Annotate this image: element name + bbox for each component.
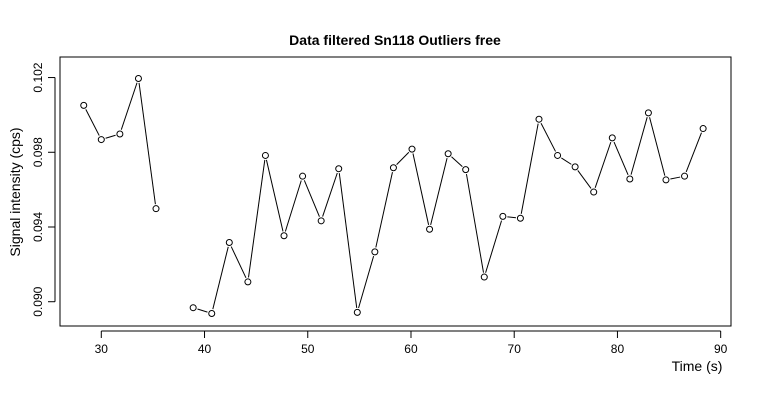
chart-title: Data filtered Sn118 Outliers free bbox=[289, 32, 501, 48]
data-point bbox=[426, 225, 434, 233]
series-line-segment bbox=[594, 141, 612, 188]
y-axis-title: Signal intensity (cps) bbox=[7, 127, 23, 256]
x-tick-label: 80 bbox=[611, 342, 625, 356]
data-point bbox=[554, 151, 562, 159]
series-line-segment bbox=[358, 256, 375, 309]
series-line-segment bbox=[485, 220, 503, 273]
data-point bbox=[80, 101, 88, 109]
series-line-segment bbox=[265, 159, 284, 232]
x-tick-label: 70 bbox=[508, 342, 522, 356]
x-tick-label: 50 bbox=[301, 342, 315, 356]
data-point bbox=[335, 165, 343, 173]
y-tick-label: 0.090 bbox=[31, 286, 45, 316]
data-point bbox=[480, 273, 488, 281]
series-lines bbox=[85, 82, 702, 313]
data-point bbox=[644, 109, 652, 117]
x-tick-label: 40 bbox=[198, 342, 212, 356]
series-line-segment bbox=[613, 141, 629, 176]
data-point bbox=[152, 205, 160, 213]
data-point bbox=[516, 214, 524, 222]
y-tick-label: 0.098 bbox=[31, 137, 45, 167]
series-line-segment bbox=[520, 123, 539, 214]
series-line-segment bbox=[375, 172, 393, 248]
series-line-segment bbox=[230, 246, 247, 279]
y-axis: 0.090 0.094 0.098 0.102 bbox=[31, 62, 56, 317]
series-line-segment bbox=[138, 82, 156, 205]
series-line-segment bbox=[451, 156, 463, 167]
series-line-segment bbox=[630, 117, 648, 175]
series-points bbox=[80, 74, 707, 317]
data-point bbox=[189, 304, 197, 312]
data-point bbox=[97, 136, 105, 144]
x-axis: 30 40 50 60 70 80 90 bbox=[95, 330, 728, 356]
data-point bbox=[244, 278, 252, 286]
data-point bbox=[499, 212, 507, 220]
series-line-segment bbox=[396, 151, 410, 165]
series-line-segment bbox=[303, 180, 320, 217]
data-point bbox=[299, 172, 307, 180]
series-line-segment bbox=[85, 109, 100, 136]
data-point bbox=[590, 188, 598, 196]
data-point bbox=[280, 232, 288, 240]
data-point bbox=[535, 115, 543, 123]
series-line-segment bbox=[507, 216, 516, 219]
data-point bbox=[208, 309, 216, 317]
data-point bbox=[225, 238, 233, 246]
series-line-segment bbox=[430, 158, 448, 225]
series-line-segment bbox=[338, 173, 358, 308]
data-point bbox=[444, 150, 452, 158]
data-point bbox=[408, 145, 416, 153]
series-line-segment bbox=[284, 180, 302, 232]
data-point bbox=[662, 176, 670, 184]
data-point bbox=[608, 134, 616, 142]
y-tick-label: 0.094 bbox=[31, 212, 45, 242]
series-line-segment bbox=[105, 134, 116, 139]
data-point bbox=[699, 125, 707, 133]
series-line-segment bbox=[685, 132, 702, 173]
x-tick-label: 30 bbox=[95, 342, 109, 356]
series-line-segment bbox=[670, 176, 681, 180]
data-point bbox=[134, 74, 142, 82]
data-point bbox=[681, 172, 689, 180]
data-point bbox=[317, 217, 325, 225]
data-point bbox=[116, 130, 124, 138]
series-line-segment bbox=[561, 157, 572, 165]
data-point bbox=[353, 308, 361, 316]
data-point bbox=[626, 175, 634, 183]
x-tick-label: 90 bbox=[714, 342, 728, 356]
data-point bbox=[389, 164, 397, 172]
data-point bbox=[371, 248, 379, 256]
data-point bbox=[462, 166, 470, 174]
series-line-segment bbox=[322, 172, 338, 217]
plot-frame bbox=[59, 56, 732, 327]
series-line-segment bbox=[212, 246, 229, 310]
series-line-segment bbox=[248, 159, 266, 278]
series-line-segment bbox=[577, 170, 592, 189]
series-line-segment bbox=[649, 117, 666, 176]
series-line-segment bbox=[412, 153, 430, 225]
series-line-segment bbox=[120, 82, 138, 130]
y-tick-label: 0.102 bbox=[31, 62, 45, 92]
x-axis-title: Time (s) bbox=[672, 358, 723, 374]
data-point bbox=[261, 151, 269, 159]
series-line-segment bbox=[540, 122, 556, 152]
x-tick-label: 60 bbox=[404, 342, 418, 356]
series-line-segment bbox=[465, 173, 485, 273]
data-point bbox=[571, 163, 579, 171]
series-line-segment bbox=[197, 308, 208, 313]
